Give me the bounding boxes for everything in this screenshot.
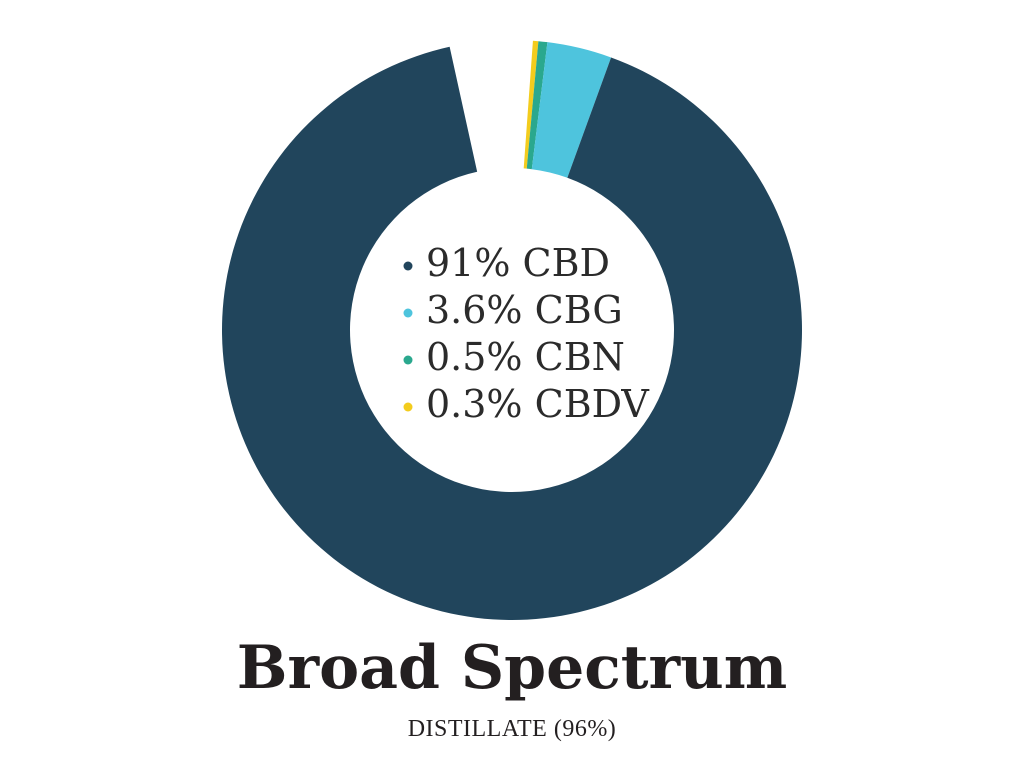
slice-cbd: [221, 46, 802, 620]
legend-label-cbdv: 0.3% CBDV: [426, 382, 649, 426]
chart-subtitle: DISTILLATE (96%): [408, 716, 617, 742]
legend-dot-cbdv: [403, 402, 413, 412]
legend-label-cbd: 91% CBD: [426, 241, 610, 285]
legend-label-cbg: 3.6% CBG: [426, 288, 623, 332]
slice-cbg: [531, 42, 612, 178]
chart-title: Broad Spectrum: [237, 633, 788, 703]
slice-cbdv: [523, 40, 539, 169]
donut-slices: [221, 40, 802, 620]
legend-label-cbn: 0.5% CBN: [426, 335, 625, 379]
slice-cbn: [526, 41, 548, 170]
legend-dot-cbn: [403, 355, 413, 365]
legend-dot-cbd: [403, 261, 413, 271]
legend-dot-cbg: [403, 308, 413, 318]
